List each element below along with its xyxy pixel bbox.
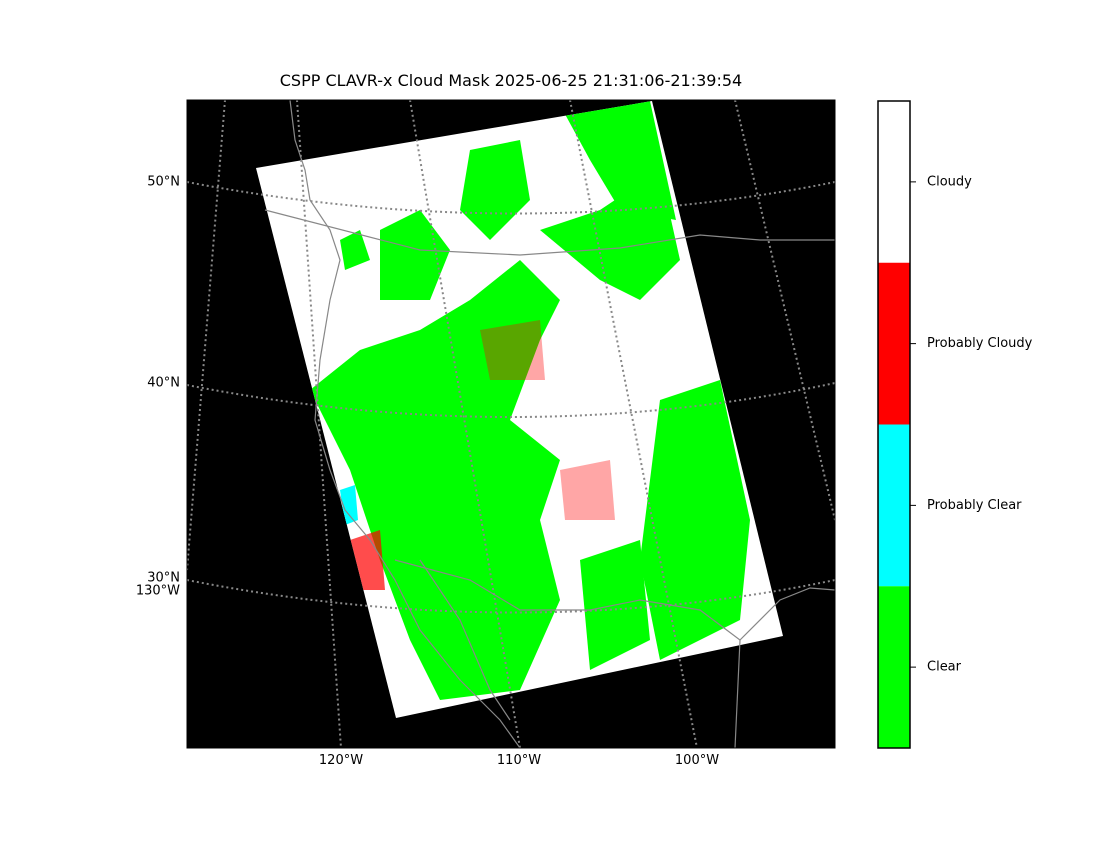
colorbar-segment xyxy=(878,101,910,263)
lat-label: 40°N xyxy=(147,376,180,391)
colorbar: Cloudy Probably Cloudy Probably Clear Clear xyxy=(877,100,1033,749)
colorbar-frame xyxy=(877,100,911,749)
lat-label: 30°N xyxy=(147,571,180,586)
map-content xyxy=(187,100,835,748)
map-title: CSPP CLAVR-x Cloud Mask 2025-06-25 21:31… xyxy=(280,71,742,90)
lon-label: 120°W xyxy=(319,753,363,768)
colorbar-segment xyxy=(878,424,910,587)
lon-label: 130°W xyxy=(136,584,180,599)
colorbar-segment xyxy=(878,262,910,425)
lon-label: 110°W xyxy=(497,753,541,768)
colorbar-segment xyxy=(878,586,910,748)
colorbar-label: Probably Clear xyxy=(927,498,1022,513)
map-frame xyxy=(186,99,836,749)
lat-label: 50°N xyxy=(147,175,180,190)
lon-label: 100°W xyxy=(675,753,719,768)
colorbar-label: Clear xyxy=(927,660,962,675)
colorbar-label: Cloudy xyxy=(927,174,972,189)
colorbar-label: Probably Cloudy xyxy=(927,336,1033,351)
